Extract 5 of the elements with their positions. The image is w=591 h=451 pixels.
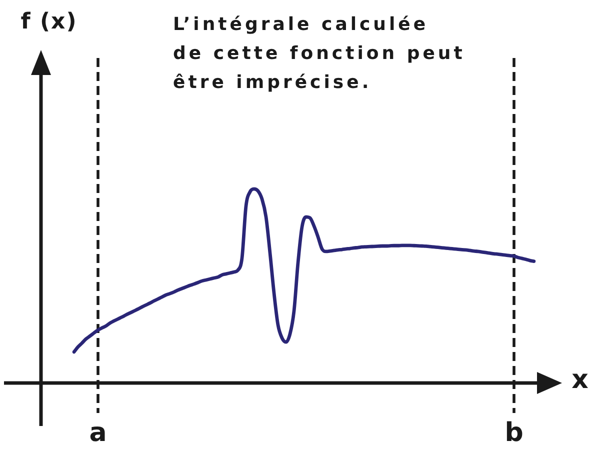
x-axis-title: x bbox=[572, 364, 589, 395]
x-tick-label: a bbox=[89, 418, 107, 448]
x-tick-label: b bbox=[504, 418, 524, 448]
text: f (x) bbox=[20, 10, 78, 35]
chart-title: L’intégrale calculée de cette fonction peut être imprécise. bbox=[173, 14, 466, 93]
